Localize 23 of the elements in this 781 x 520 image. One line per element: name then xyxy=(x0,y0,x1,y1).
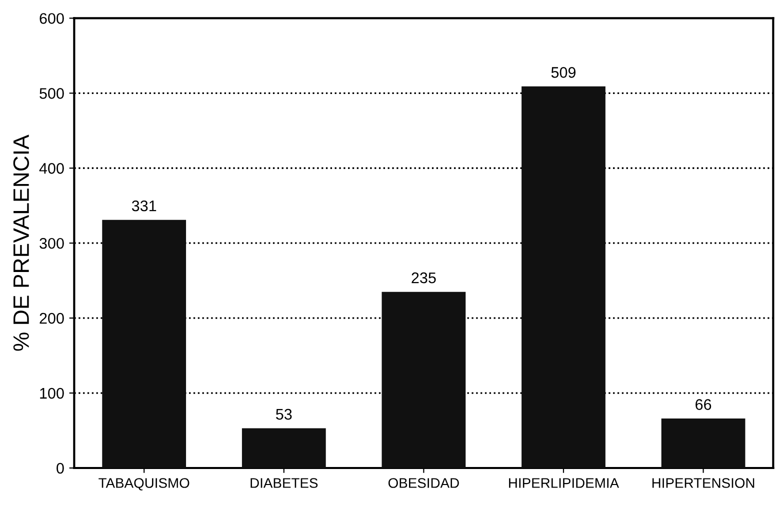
y-tick-label: 0 xyxy=(56,462,64,474)
y-tick-label: 500 xyxy=(40,88,64,99)
bar xyxy=(382,292,466,468)
bar xyxy=(242,428,326,468)
data-label: 331 xyxy=(132,200,156,212)
x-tick-label: TABAQUISMO xyxy=(98,478,190,490)
y-tick-label: 100 xyxy=(40,388,64,399)
y-tick-label: 200 xyxy=(40,312,64,324)
y-axis-title: % DE PREVALENCIA xyxy=(13,134,30,351)
bar xyxy=(522,86,606,468)
bar xyxy=(102,220,186,468)
data-label: 509 xyxy=(551,67,576,78)
y-tick-label: 600 xyxy=(40,13,64,24)
x-tick-label: OBESIDAD xyxy=(388,478,459,488)
data-label: 53 xyxy=(276,408,292,420)
y-tick-label: 400 xyxy=(39,163,64,174)
x-tick-label: HIPERTENSION xyxy=(652,478,754,488)
data-label: 235 xyxy=(412,272,436,284)
data-label: 66 xyxy=(696,399,712,410)
y-tick-label: 300 xyxy=(40,238,64,249)
x-tick-label: HIPERLIPIDEMIA xyxy=(509,478,620,488)
x-tick-label: DIABETES xyxy=(250,478,318,488)
bar xyxy=(661,418,746,468)
